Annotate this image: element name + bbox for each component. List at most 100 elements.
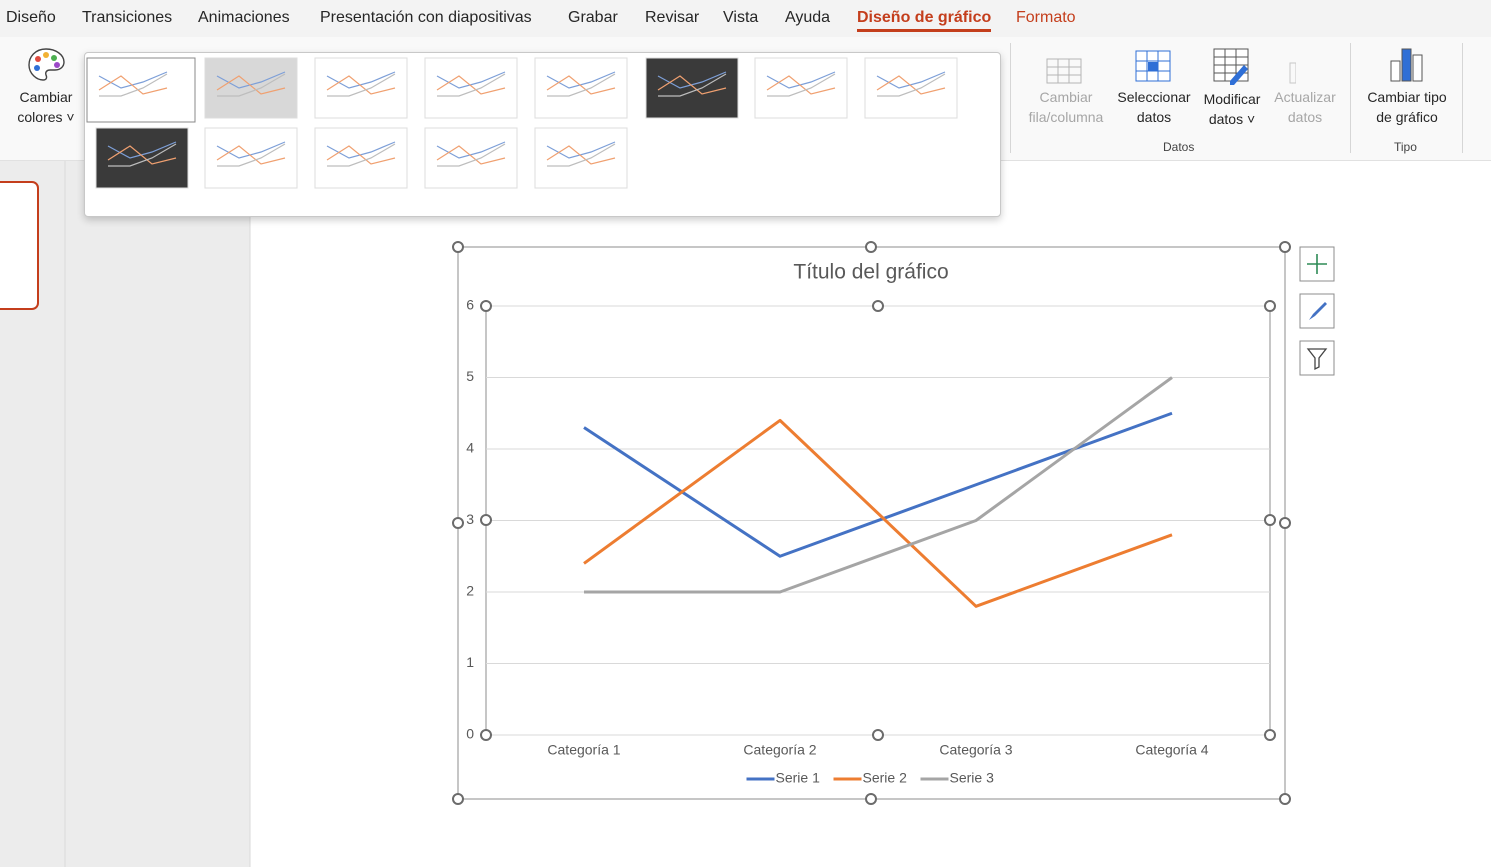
resize-handle[interactable] [1279, 517, 1291, 529]
resize-handle[interactable] [480, 729, 492, 741]
filter-icon [1306, 348, 1328, 371]
resize-handle[interactable] [452, 517, 464, 529]
thumbnail-line [436, 75, 506, 95]
resize-handle[interactable] [1264, 514, 1276, 526]
thumbnail-line [108, 143, 177, 167]
thumbnail-frame [314, 57, 408, 119]
series-line [584, 376, 1173, 594]
resize-handle[interactable] [1264, 729, 1276, 741]
button-label: Modificar [1203, 91, 1261, 107]
resize-handle[interactable] [1279, 793, 1291, 805]
tab[interactable]: Presentación con diapositivas [320, 9, 532, 26]
thumbnail-line [658, 73, 727, 97]
thumbnail-line [326, 75, 396, 95]
thumbnail-line [98, 75, 168, 95]
select-data-button[interactable]: Seleccionar datos [1112, 87, 1196, 127]
button-label: Cambiar [19, 89, 73, 105]
slide-pane [0, 160, 250, 867]
separator [1350, 43, 1351, 153]
style-thumbnail[interactable] [204, 57, 298, 119]
style-thumbnail[interactable] [204, 127, 298, 189]
separator [1010, 43, 1011, 153]
y-tick-label: 2 [466, 583, 474, 599]
thumbnail-line [547, 143, 616, 167]
resize-handle[interactable] [480, 514, 492, 526]
style-thumbnail[interactable] [424, 57, 518, 119]
style-thumbnail[interactable] [314, 57, 408, 119]
thumbnail-line [876, 75, 946, 95]
edit-data-button[interactable]: Modificar datos ˅ [1196, 89, 1268, 129]
y-tick-label: 3 [466, 511, 474, 527]
group-label: Tipo [1394, 140, 1417, 154]
resize-handle[interactable] [865, 241, 877, 253]
chart-filters-button[interactable] [1299, 340, 1335, 376]
change-colors-button[interactable]: Cambiar colores ˅ [10, 87, 82, 127]
thumbnail-line [326, 145, 396, 165]
style-thumbnail[interactable] [645, 57, 739, 119]
legend-label: Serie 1 [776, 770, 821, 786]
x-tick-label: Categoría 1 [547, 742, 620, 758]
thumbnail-line [99, 73, 168, 97]
brush-icon [1309, 302, 1327, 320]
style-thumbnail[interactable] [534, 127, 628, 189]
tab[interactable]: Transiciones [82, 9, 173, 26]
tab[interactable]: Vista [723, 9, 759, 26]
resize-handle[interactable] [1279, 241, 1291, 253]
button-label: colores ˅ [17, 109, 75, 125]
resize-handle[interactable] [452, 793, 464, 805]
resize-handle[interactable] [865, 793, 877, 805]
tab-active[interactable]: Diseño de gráfico [857, 9, 992, 32]
resize-handle[interactable] [452, 241, 464, 253]
slide-thumbnail[interactable] [0, 181, 39, 310]
thumbnail-line [437, 73, 506, 97]
button-label: datos [1287, 109, 1323, 125]
button-label: de gráfico [1376, 109, 1438, 125]
tab[interactable]: Diseño [6, 9, 56, 26]
legend-label: Serie 2 [863, 770, 908, 786]
style-thumbnail[interactable] [424, 127, 518, 189]
thumbnail-line [766, 75, 836, 95]
thumbnail-line [216, 145, 286, 165]
tab[interactable]: Grabar [568, 9, 618, 26]
button-label: Cambiar tipo [1367, 89, 1447, 105]
thumbnail-line [437, 143, 506, 167]
style-thumbnail[interactable] [86, 57, 196, 123]
thumbnail-line [217, 143, 286, 167]
style-thumbnail[interactable] [864, 57, 958, 119]
button-label: Actualizar [1274, 89, 1336, 105]
thumbnail-line [217, 73, 286, 97]
style-thumbnail[interactable] [314, 127, 408, 189]
resize-handle[interactable] [480, 300, 492, 312]
switch-row-column-button[interactable]: Cambiar fila/columna [1020, 87, 1112, 127]
data-icons [1046, 48, 1296, 85]
y-tick-label: 5 [466, 368, 474, 384]
style-thumbnail[interactable] [754, 57, 848, 119]
thumbnail-line [216, 75, 286, 95]
resize-handle[interactable] [872, 300, 884, 312]
button-label: Seleccionar [1117, 89, 1191, 105]
thumbnail-line [546, 75, 616, 95]
thumbnail-line [327, 73, 396, 97]
plus-icon [1307, 254, 1327, 274]
y-tick-label: 0 [466, 726, 474, 742]
thumbnail-line [767, 73, 836, 97]
change-chart-type-button[interactable]: Cambiar tipo de gráfico [1356, 87, 1458, 127]
style-thumbnail[interactable] [95, 127, 189, 189]
thumbnail-line [436, 145, 506, 165]
tab[interactable]: Animaciones [198, 9, 290, 26]
tab[interactable]: Ayuda [785, 9, 831, 26]
tab[interactable]: Revisar [645, 9, 700, 26]
group-label: Datos [1163, 140, 1195, 154]
series-line [583, 418, 1173, 608]
y-tick-label: 6 [466, 297, 474, 313]
thumbnail-line [107, 145, 177, 165]
resize-handle[interactable] [872, 729, 884, 741]
button-label: Cambiar [1039, 89, 1093, 105]
tab[interactable]: Formato [1016, 9, 1076, 26]
resize-handle[interactable] [1264, 300, 1276, 312]
button-label: datos [1136, 109, 1172, 125]
refresh-data-button[interactable]: Actualizar datos [1268, 87, 1342, 127]
style-thumbnail[interactable] [534, 57, 628, 119]
